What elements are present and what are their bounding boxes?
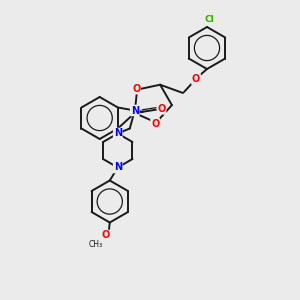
Text: O: O [132, 84, 140, 94]
Text: N: N [114, 163, 122, 172]
Text: N: N [114, 128, 122, 139]
Text: O: O [151, 118, 159, 129]
Text: Cl: Cl [204, 16, 214, 25]
Text: O: O [192, 74, 200, 84]
Text: N: N [131, 106, 139, 116]
Text: O: O [158, 104, 166, 114]
Text: O: O [102, 230, 110, 241]
Text: CH₃: CH₃ [89, 240, 103, 249]
